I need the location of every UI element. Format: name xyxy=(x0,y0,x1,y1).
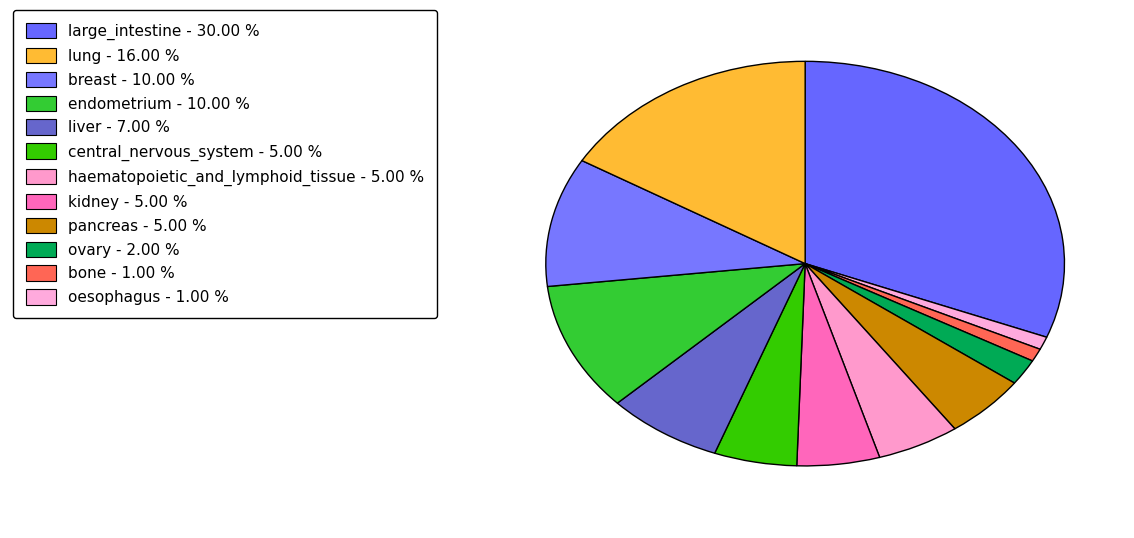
Wedge shape xyxy=(805,264,1015,429)
Wedge shape xyxy=(548,264,805,403)
Wedge shape xyxy=(805,264,955,457)
Wedge shape xyxy=(797,264,880,466)
Legend: large_intestine - 30.00 %, lung - 16.00 %, breast - 10.00 %, endometrium - 10.00: large_intestine - 30.00 %, lung - 16.00 … xyxy=(14,10,437,317)
Wedge shape xyxy=(582,61,805,264)
Wedge shape xyxy=(805,264,1032,383)
Wedge shape xyxy=(805,61,1065,337)
Wedge shape xyxy=(617,264,805,453)
Wedge shape xyxy=(714,264,805,466)
Wedge shape xyxy=(805,264,1047,349)
Wedge shape xyxy=(545,160,805,287)
Wedge shape xyxy=(805,264,1040,361)
